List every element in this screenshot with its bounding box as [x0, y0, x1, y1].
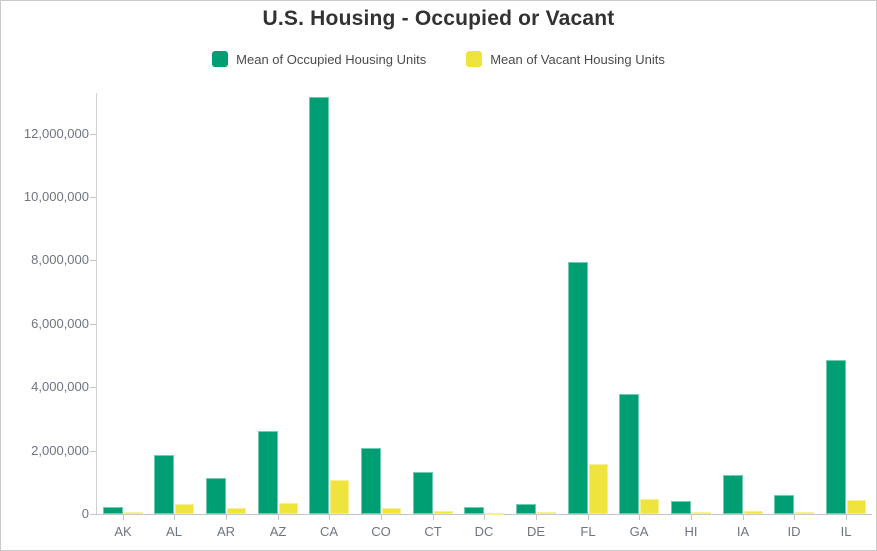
x-tick [381, 515, 382, 520]
y-tick [90, 451, 96, 452]
bar-occupied-CO[interactable] [361, 448, 381, 514]
x-tick-label-IL: IL [840, 524, 852, 539]
bar-occupied-DC[interactable] [464, 507, 484, 514]
x-tick-label-AK: AK [114, 524, 132, 539]
bar-vacant-DC[interactable] [485, 513, 504, 515]
legend-item-occupied[interactable]: Mean of Occupied Housing Units [212, 51, 426, 67]
x-tick-label-AR: AR [216, 524, 236, 539]
bar-occupied-ID[interactable] [774, 495, 794, 514]
x-tick [123, 515, 124, 520]
y-tick-label: 2,000,000 [31, 443, 89, 458]
y-tick [90, 134, 96, 135]
x-tick [794, 515, 795, 520]
x-tick-label-CO: CO [371, 524, 391, 539]
bar-vacant-CA[interactable] [330, 480, 349, 514]
x-tick-label-HI: HI [684, 524, 698, 539]
x-tick-label-CT: CT [424, 524, 442, 539]
legend-label-occupied: Mean of Occupied Housing Units [236, 51, 427, 67]
bar-vacant-ID[interactable] [795, 512, 814, 514]
bar-occupied-AK[interactable] [103, 507, 123, 514]
y-tick-label: 12,000,000 [23, 126, 89, 141]
x-tick [691, 515, 692, 520]
occupied-swatch-icon [212, 51, 229, 67]
y-tick [90, 324, 96, 325]
bar-occupied-CT[interactable] [413, 472, 433, 514]
bar-occupied-FL[interactable] [568, 262, 588, 514]
x-tick-label-AZ: AZ [269, 524, 287, 539]
y-tick-label: 4,000,000 [31, 379, 89, 394]
legend-label-vacant: Mean of Vacant Housing Units [490, 51, 665, 67]
x-tick [536, 515, 537, 520]
bar-occupied-AL[interactable] [154, 455, 174, 514]
x-tick [846, 515, 847, 520]
bar-vacant-CT[interactable] [434, 511, 453, 514]
bar-vacant-FL[interactable] [589, 464, 608, 514]
y-tick [90, 514, 96, 515]
x-tick [433, 515, 434, 520]
x-tick-label-IA: IA [736, 524, 750, 539]
x-tick [226, 515, 227, 520]
vacant-swatch-icon [466, 51, 483, 67]
legend-item-vacant[interactable]: Mean of Vacant Housing Units [466, 51, 665, 67]
legend: Mean of Occupied Housing Units Mean of V… [1, 51, 876, 67]
bar-occupied-GA[interactable] [619, 394, 639, 514]
bar-vacant-AZ[interactable] [279, 503, 298, 514]
bar-occupied-IA[interactable] [723, 475, 743, 514]
bar-occupied-CA[interactable] [309, 97, 329, 514]
bar-vacant-IL[interactable] [847, 500, 866, 514]
bar-vacant-AL[interactable] [175, 504, 194, 514]
x-tick [743, 515, 744, 520]
chart-title: U.S. Housing - Occupied or Vacant [262, 7, 615, 30]
x-tick [484, 515, 485, 520]
x-tick [278, 515, 279, 520]
y-axis-line [96, 93, 97, 515]
bar-occupied-AZ[interactable] [258, 431, 278, 514]
bar-occupied-IL[interactable] [826, 360, 846, 514]
bar-vacant-CO[interactable] [382, 508, 401, 514]
bar-vacant-IA[interactable] [744, 511, 763, 514]
y-tick-label: 0 [81, 506, 89, 521]
y-tick-label: 10,000,000 [23, 189, 89, 204]
bar-vacant-AK[interactable] [124, 512, 143, 514]
bar-vacant-DE[interactable] [537, 512, 556, 514]
x-tick [174, 515, 175, 520]
x-tick-label-DE: DE [526, 524, 546, 539]
x-tick [329, 515, 330, 520]
bar-occupied-DE[interactable] [516, 504, 536, 514]
y-tick [90, 197, 96, 198]
x-tick-label-CA: CA [319, 524, 339, 539]
bar-occupied-HI[interactable] [671, 501, 691, 514]
x-axis-line [96, 514, 872, 515]
bar-vacant-GA[interactable] [640, 499, 659, 514]
y-tick [90, 260, 96, 261]
x-tick [639, 515, 640, 520]
x-tick-label-DC: DC [474, 524, 494, 539]
y-tick [90, 387, 96, 388]
x-tick-label-FL: FL [580, 524, 596, 539]
bar-vacant-HI[interactable] [692, 512, 711, 514]
x-tick [588, 515, 589, 520]
bar-occupied-AR[interactable] [206, 478, 226, 514]
y-tick-label: 6,000,000 [31, 316, 89, 331]
bar-vacant-AR[interactable] [227, 508, 246, 514]
x-tick-label-ID: ID [787, 524, 801, 539]
y-tick-label: 8,000,000 [31, 252, 89, 267]
x-tick-label-AL: AL [166, 524, 182, 539]
x-tick-label-GA: GA [629, 524, 649, 539]
